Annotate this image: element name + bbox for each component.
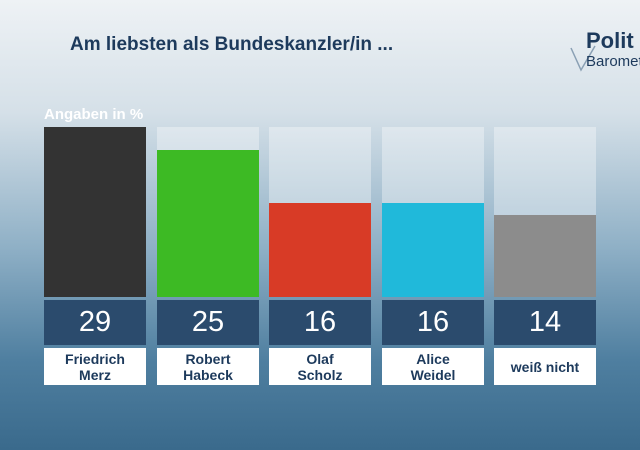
category-label: Friedrich Merz	[44, 348, 146, 385]
value-label: 16	[269, 300, 371, 345]
bar	[269, 203, 371, 297]
category-label: Robert Habeck	[157, 348, 259, 385]
logo-mark	[570, 45, 596, 72]
logo-text: Barometer	[586, 53, 640, 70]
chart-title: Am liebsten als Bundeskanzler/in ...	[70, 34, 394, 55]
bar	[44, 127, 146, 297]
value-label: 25	[157, 300, 259, 345]
bar	[157, 150, 259, 297]
category-label: weiß nicht	[494, 348, 596, 385]
category-label: Alice Weidel	[382, 348, 484, 385]
category-label: Olaf Scholz	[269, 348, 371, 385]
value-label: 16	[382, 300, 484, 345]
chart-subtitle: Angaben in %	[44, 106, 144, 123]
value-label: 29	[44, 300, 146, 345]
value-label: 14	[494, 300, 596, 345]
logo-text: Polit	[586, 28, 634, 53]
bar	[494, 214, 596, 297]
bar	[382, 203, 484, 297]
